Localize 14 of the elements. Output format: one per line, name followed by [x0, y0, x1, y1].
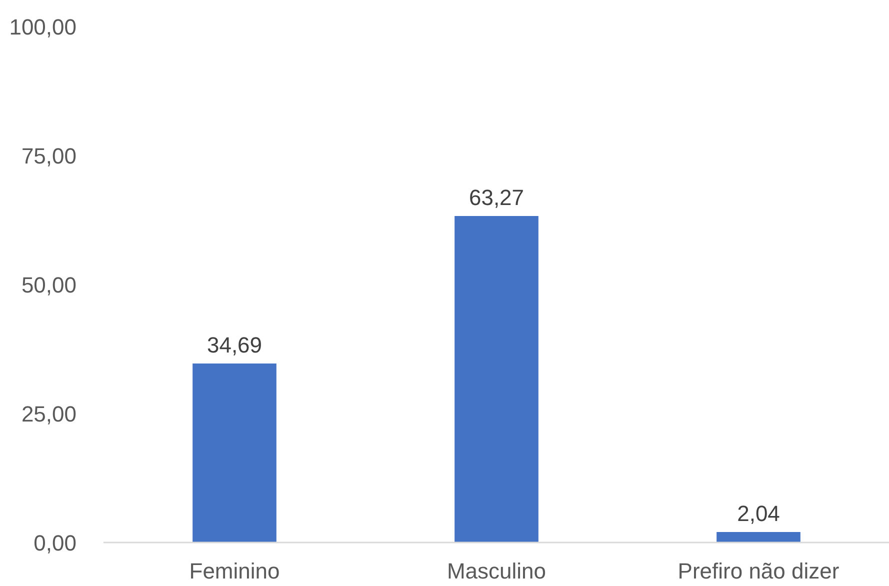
y-tick-label: 0,00 — [34, 530, 77, 556]
x-tick-label: Prefiro não dizer — [678, 558, 840, 584]
bar — [192, 364, 276, 542]
bar — [716, 532, 800, 542]
bar — [454, 216, 538, 542]
x-tick-label: Feminino — [189, 558, 280, 584]
y-tick-label: 100,00 — [9, 14, 77, 40]
y-tick-label: 25,00 — [21, 402, 77, 426]
x-tick-label: Masculino — [446, 558, 546, 584]
data-label: 2,04 — [737, 500, 780, 526]
data-label: 63,27 — [468, 185, 524, 210]
y-tick-label: 50,00 — [21, 272, 77, 298]
data-label: 34,69 — [206, 332, 262, 358]
y-tick-label: 75,00 — [21, 144, 77, 168]
